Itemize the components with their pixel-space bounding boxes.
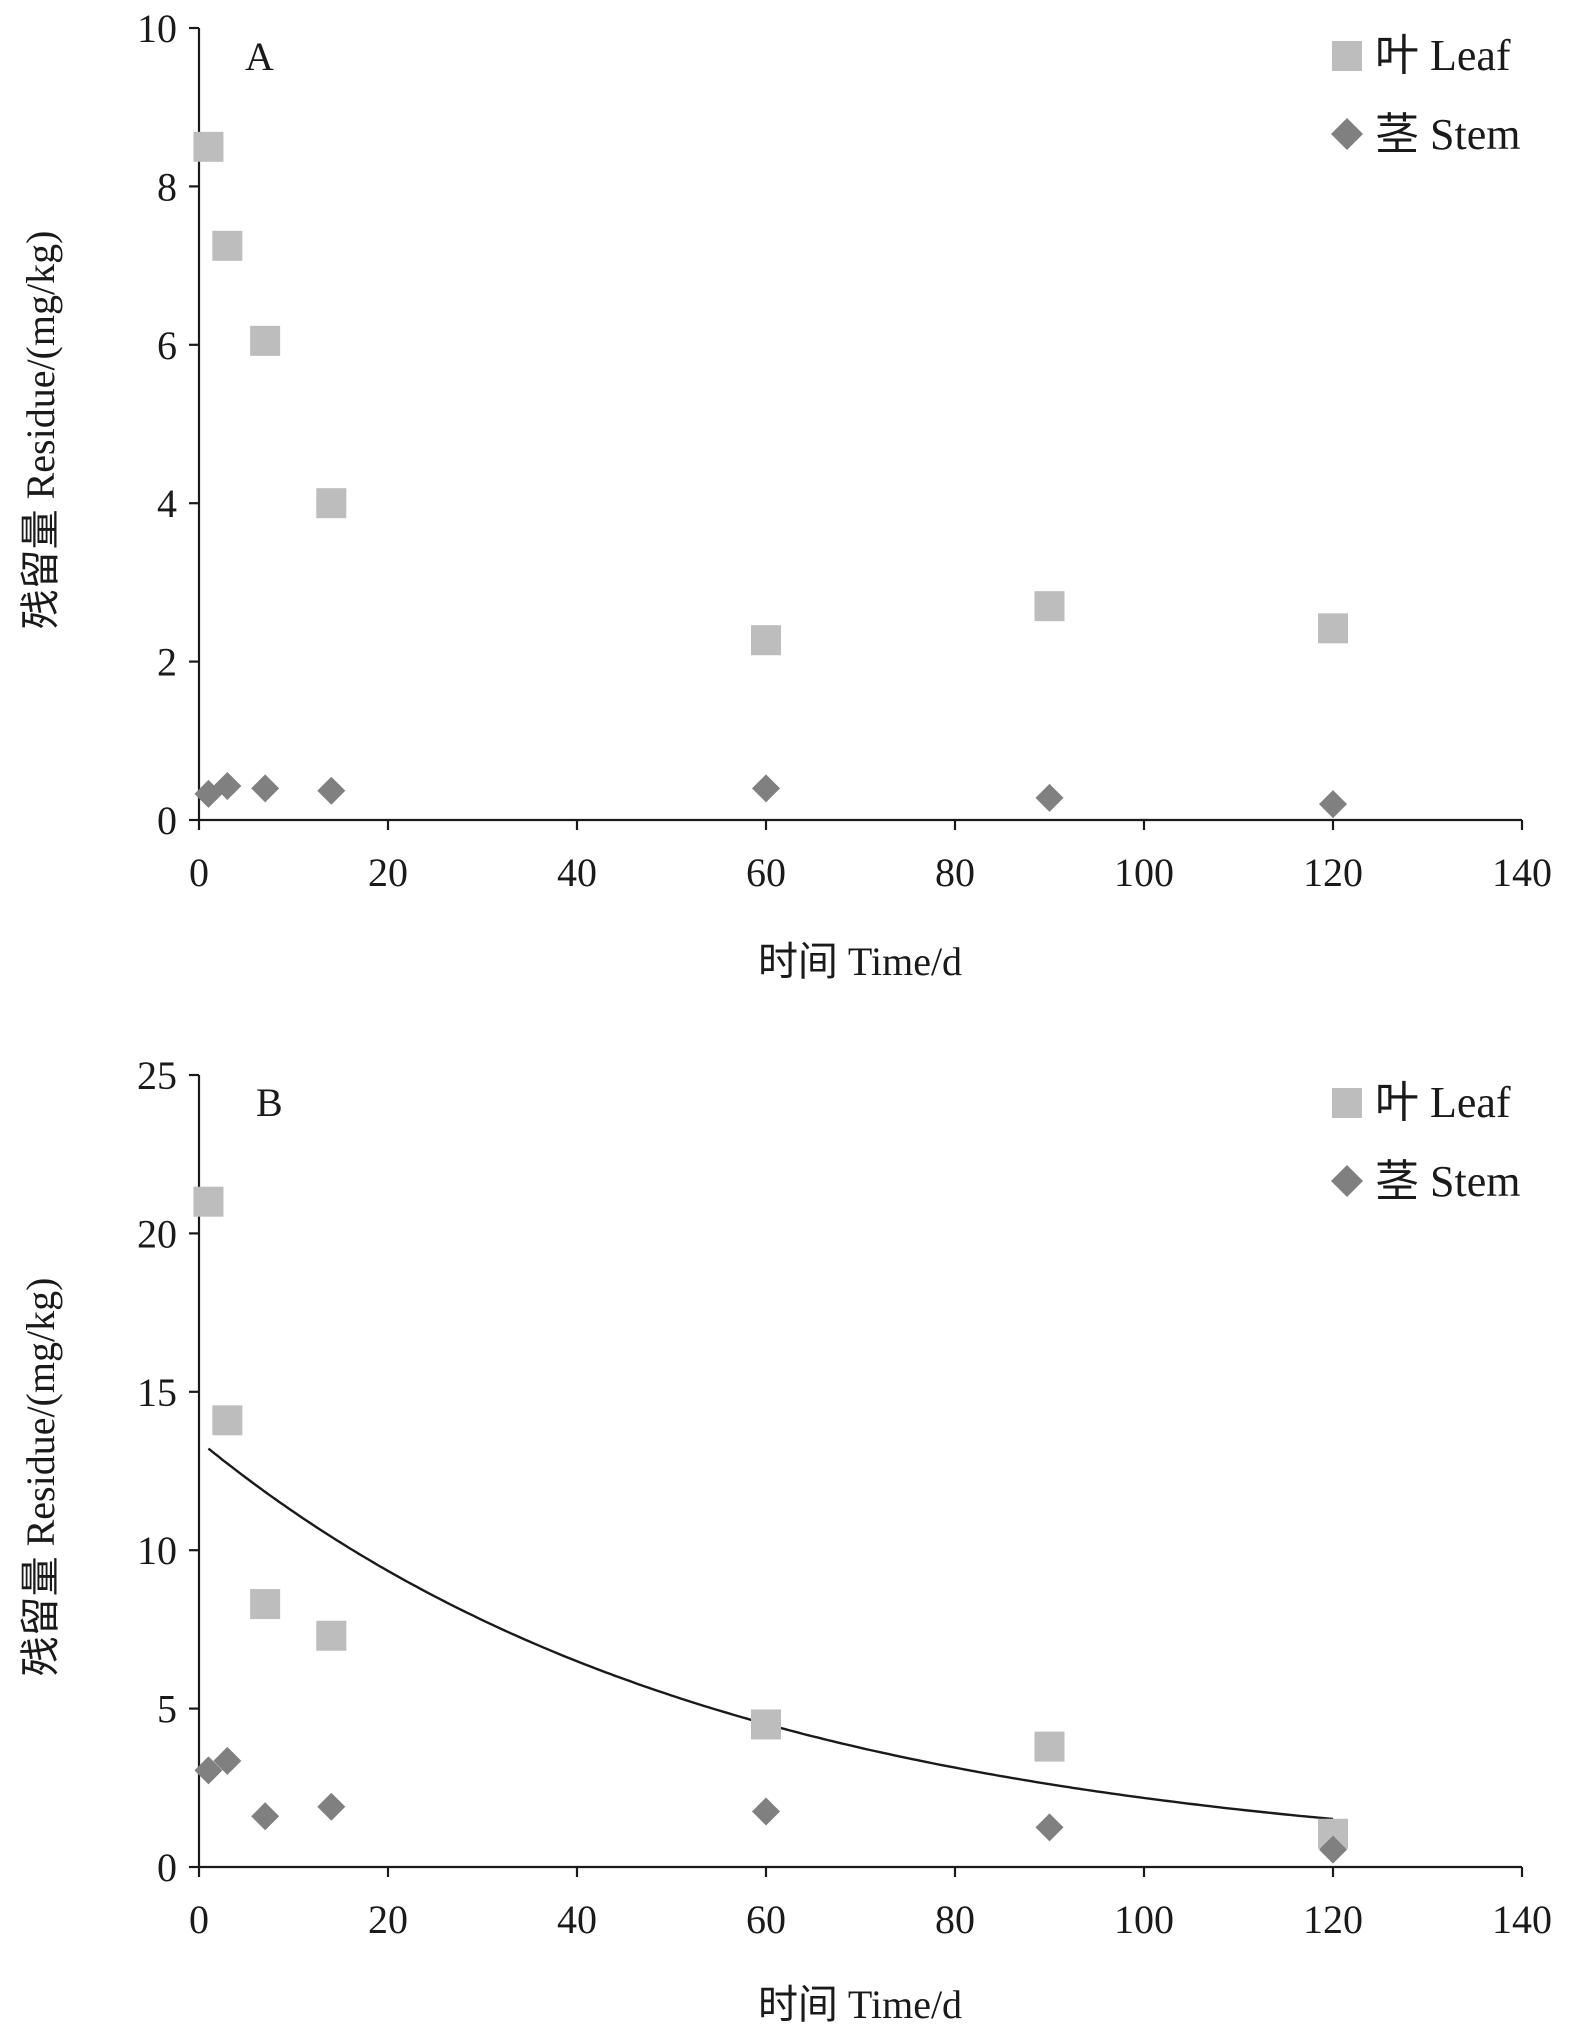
chart-b-legend-stem-marker <box>1331 1165 1363 1197</box>
chart-a-stem-point <box>251 774 280 803</box>
chart-b-y-tick-label: 15 <box>137 1370 177 1415</box>
chart-a-stem-point <box>1035 783 1064 812</box>
chart-b-x-tick-label: 0 <box>189 1897 209 1942</box>
chart-a-y-tick-label: 10 <box>137 6 177 51</box>
chart-a-y-tick-label: 6 <box>157 323 177 368</box>
chart-b-leaf-point <box>212 1405 243 1436</box>
chart-a-panel-label: A <box>245 34 274 79</box>
chart-a-y-axis-title: 残留量 Residue/(mg/kg) <box>18 231 63 630</box>
chart-b-legend-leaf-label: 叶 Leaf <box>1375 1078 1511 1127</box>
chart-b-leaf-point <box>1034 1731 1065 1762</box>
chart-b-stem-point <box>317 1792 346 1821</box>
chart-a-legend-leaf-marker <box>1332 41 1362 71</box>
chart-b-points-leaf <box>193 1186 1348 1849</box>
chart-a-x-axis-title: 时间 Time/d <box>758 939 962 984</box>
chart-b-x-tick-label: 40 <box>557 1897 597 1942</box>
chart-b-y-tick-label: 25 <box>137 1053 177 1098</box>
chart-a-leaf-point <box>751 625 781 656</box>
chart-b-x-tick-label: 60 <box>746 1897 786 1942</box>
chart-b-points-stem <box>194 1746 1347 1864</box>
chart-a-y-tick-label: 8 <box>157 164 177 209</box>
chart-a-points-stem <box>194 771 1347 819</box>
chart-a-x-tick-label: 0 <box>189 850 209 895</box>
chart-b-leaf-point <box>751 1709 781 1740</box>
chart-b-y-tick-label: 5 <box>157 1687 177 1732</box>
chart-b-stem-point <box>1319 1835 1347 1864</box>
chart-b-stem-point <box>194 1756 223 1785</box>
chart-a-y-tick-label: 2 <box>157 640 177 685</box>
chart-a-x-tick-label: 20 <box>368 850 408 895</box>
chart-b-x-tick-label: 140 <box>1492 1897 1552 1942</box>
chart-b-ticks <box>189 1073 1524 1877</box>
chart-b-stem-point <box>251 1802 280 1831</box>
chart-b-y-tick-label: 0 <box>157 1845 177 1890</box>
chart-a-x-tick-label: 40 <box>557 850 597 895</box>
chart-b-leaf-point <box>193 1186 224 1217</box>
chart-b-legend: 叶 Leaf 茎 Stem <box>1331 1078 1520 1206</box>
chart-b: 0 20 40 60 80 100 120 140 0 5 10 15 20 25 B 时间 Time/… <box>18 1053 1552 2027</box>
chart-b-stem-point <box>1035 1813 1064 1842</box>
chart-a-stem-point <box>317 776 346 805</box>
chart-b-stem-point <box>213 1746 242 1775</box>
chart-a-stem-point <box>213 771 242 800</box>
chart-a-leaf-point <box>1034 591 1065 622</box>
chart-a-x-tick-label: 100 <box>1114 850 1174 895</box>
chart-b-fit-curve <box>207 1447 1334 1821</box>
chart-b-x-tick-label: 20 <box>368 1897 408 1942</box>
chart-b-y-tick-label: 10 <box>137 1528 177 1573</box>
chart-a-leaf-point <box>212 230 243 261</box>
chart-b-panel-label: B <box>256 1080 283 1125</box>
chart-a-stem-point <box>752 774 780 803</box>
chart-b-y-tick-labels: 0 5 10 15 20 25 <box>137 1053 177 1890</box>
chart-a: 0 20 40 60 80 100 120 140 0 2 4 6 8 10 A 时间 Time/d 残… <box>18 6 1552 984</box>
chart-a-x-tick-label: 140 <box>1492 850 1552 895</box>
chart-b-x-axis-title: 时间 Time/d <box>758 1982 962 2027</box>
chart-a-stem-point <box>1319 790 1347 819</box>
chart-a-x-tick-label: 60 <box>746 850 786 895</box>
chart-a-leaf-point <box>250 325 281 356</box>
chart-a-leaf-point <box>316 488 347 519</box>
chart-a-points-leaf <box>193 131 1348 656</box>
chart-b-stem-point <box>752 1797 780 1826</box>
chart-a-x-tick-labels: 0 20 40 60 80 100 120 140 <box>189 850 1552 895</box>
chart-b-leaf-point <box>250 1589 281 1620</box>
chart-a-y-tick-label: 0 <box>157 798 177 843</box>
chart-a-x-tick-label: 80 <box>935 850 975 895</box>
chart-a-legend-stem-label: 茎 Stem <box>1375 110 1520 159</box>
chart-b-x-tick-labels: 0 20 40 60 80 100 120 140 <box>189 1897 1552 1942</box>
chart-a-legend-stem-marker <box>1331 118 1363 150</box>
chart-a-y-tick-labels: 0 2 4 6 8 10 <box>137 6 177 843</box>
chart-a-leaf-point <box>193 131 224 162</box>
chart-b-legend-leaf-marker <box>1332 1088 1362 1118</box>
chart-a-y-tick-label: 4 <box>157 481 177 526</box>
chart-b-legend-stem-label: 茎 Stem <box>1375 1157 1520 1206</box>
chart-b-x-tick-label: 120 <box>1303 1897 1363 1942</box>
chart-b-x-tick-label: 80 <box>935 1897 975 1942</box>
chart-a-x-tick-label: 120 <box>1303 850 1363 895</box>
chart-b-leaf-point <box>316 1620 347 1651</box>
chart-b-y-axis-title: 残留量 Residue/(mg/kg) <box>18 1278 63 1677</box>
chart-a-legend: 叶 Leaf 茎 Stem <box>1331 31 1520 159</box>
chart-b-x-tick-label: 100 <box>1114 1897 1174 1942</box>
chart-a-legend-leaf-label: 叶 Leaf <box>1375 31 1511 80</box>
chart-b-y-tick-label: 20 <box>137 1211 177 1256</box>
chart-a-leaf-point <box>1318 613 1348 644</box>
chart-a-ticks <box>189 26 1524 830</box>
